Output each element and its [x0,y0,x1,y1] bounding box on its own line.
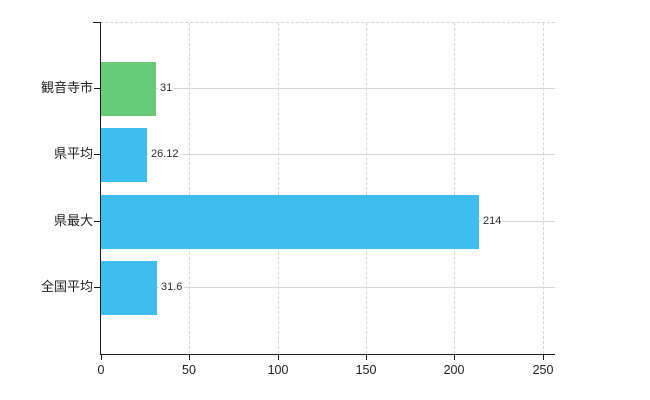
data-bar [101,62,156,116]
data-bar [101,195,479,249]
vertical-gridline [543,23,544,354]
x-axis-tick-label: 200 [443,363,465,377]
value-label: 26.12 [149,147,181,162]
x-axis-tick [543,354,544,360]
value-label: 214 [481,214,504,229]
x-axis-tick-label: 50 [182,363,196,377]
x-axis-tick-label: 250 [532,363,554,377]
category-label: 観音寺市 [40,80,93,95]
x-axis-tick-label: 150 [355,363,377,377]
y-axis-tick [94,287,101,288]
x-axis-tick [454,354,455,360]
category-label: 全国平均 [40,279,93,294]
x-axis-tick [101,354,102,360]
category-label: 県最大 [53,213,93,228]
horizontal-gridline [101,88,555,89]
data-bar [101,261,157,315]
value-label: 31.6 [159,280,185,295]
value-label: 31 [158,81,175,96]
x-axis-tick-label: 0 [97,363,105,377]
y-axis-tick [94,154,101,155]
horizontal-gridline [101,287,555,288]
category-label: 県平均 [53,146,93,161]
plot-area: 31 26.12 214 31.6 [100,22,555,355]
vertical-gridline [189,23,190,354]
x-axis-tick [278,354,279,360]
horizontal-gridline [101,154,555,155]
x-axis-tick [189,354,190,360]
x-axis-tick-label: 100 [267,363,289,377]
x-axis-tick [366,354,367,360]
y-axis-end-tick [93,22,101,23]
data-bar [101,128,147,182]
vertical-gridline [454,23,455,354]
y-axis-tick [94,221,101,222]
y-axis-tick [94,88,101,89]
vertical-gridline [366,23,367,354]
vertical-gridline [278,23,279,354]
